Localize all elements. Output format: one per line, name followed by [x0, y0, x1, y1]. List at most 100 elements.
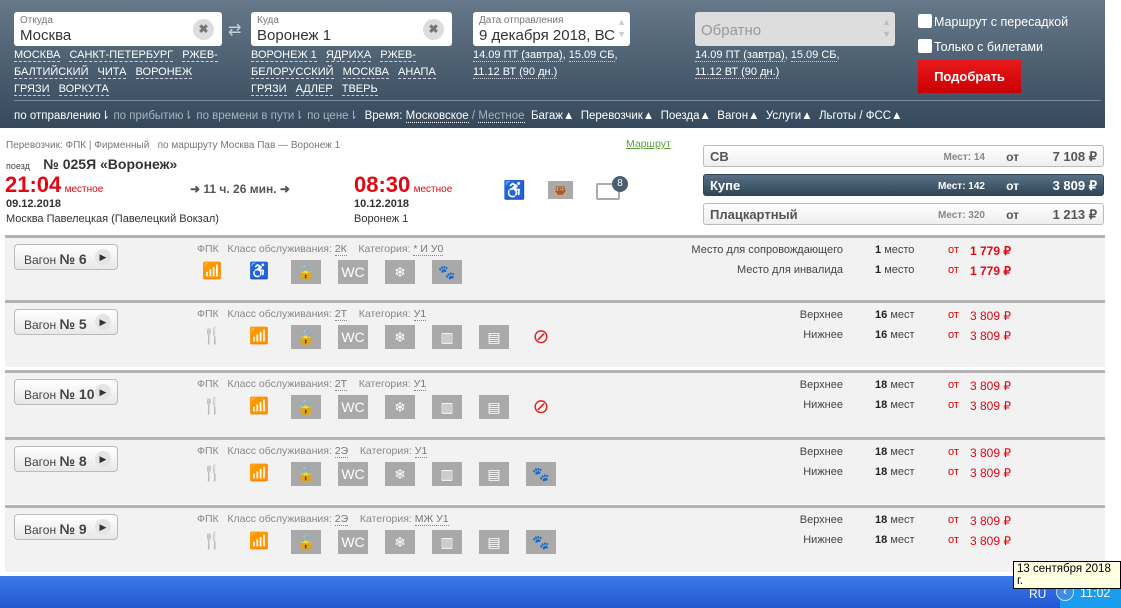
filter-dropdown[interactable]: Льготы / ФСС▲ — [819, 110, 903, 122]
class-price: 3 809 ₽ — [1052, 178, 1097, 193]
quick-date-link[interactable]: 14.09 ПТ (завтра) — [473, 49, 563, 62]
station-suggestion[interactable]: ГРЯЗИ — [14, 83, 50, 96]
sort-icon: ⇂ — [348, 110, 359, 122]
to-value[interactable]: Воронеж 1 — [257, 27, 332, 44]
luggage-badge: 8 — [612, 176, 628, 192]
category[interactable]: У1 — [413, 378, 427, 391]
class-tab[interactable]: СВ Мест: 14 от 7 108 ₽ — [703, 145, 1104, 167]
station-suggestion[interactable]: РЖЕВ-БАЛТИЙСКИЙ — [14, 49, 218, 79]
service-class[interactable]: 2К — [334, 243, 347, 256]
service-class[interactable]: 2Э — [334, 513, 349, 526]
service-class[interactable]: 2Т — [334, 308, 348, 321]
seat-count: 1 — [875, 264, 882, 276]
station-suggestion[interactable]: МОСКВА — [342, 66, 389, 79]
wagon-row: Вагон № 5 ▶ ФПК Класс обслуживания: 2Т Ка… — [5, 300, 1105, 367]
clear-icon[interactable]: ✖ — [423, 19, 444, 40]
station-suggestion[interactable]: ЯДРИХА — [325, 49, 372, 62]
category[interactable]: * И У0 — [413, 243, 444, 256]
quick-date-link[interactable]: 14.09 ПТ (завтра) — [695, 49, 785, 62]
submit-button[interactable]: Подобрать — [918, 60, 1021, 93]
station-suggestion[interactable]: ЧИТА — [97, 66, 127, 79]
wagon-button[interactable]: Вагон № 8 ▶ — [14, 446, 118, 472]
sort-by-duration[interactable]: по времени в пути — [196, 110, 295, 122]
from-label: от — [948, 466, 959, 478]
service-class[interactable]: 2Т — [334, 378, 348, 391]
station-suggestion[interactable]: ВОРКУТА — [58, 83, 109, 96]
return-quick-dates: 14.09 ПТ (завтра), 15.09 СБ, 11.12 ВТ (9… — [695, 47, 875, 81]
quick-date-link[interactable]: 11.12 ВТ (90 дн.) — [695, 66, 780, 79]
class-tab[interactable]: Плацкартный Мест: 320 от 1 213 ₽ — [703, 203, 1104, 225]
class-label: Класс обслуживания: — [227, 378, 332, 390]
sort-by-price[interactable]: по цене — [307, 110, 349, 122]
swap-icon[interactable]: ⇄ — [228, 22, 242, 39]
train-title: поезд № 025Я «Воронеж» — [6, 156, 177, 172]
class-seats: Мест: 14 — [943, 152, 985, 163]
language-indicator[interactable]: RU — [1029, 587, 1047, 601]
food-icon: 🍴 — [202, 328, 222, 345]
filter-dropdown[interactable]: Вагон▲ — [717, 110, 759, 122]
quick-date-link[interactable]: 15.09 СБ — [790, 49, 837, 62]
seat-price: 3 809 ₽ — [970, 379, 1011, 393]
wagon-label: Вагон — [24, 523, 57, 537]
sort-by-arrive[interactable]: по прибытию — [113, 110, 184, 122]
filter-dropdown[interactable]: Багаж▲ — [531, 110, 574, 122]
seat-price: 3 809 ₽ — [970, 399, 1011, 413]
clock[interactable]: 11:02 — [1080, 586, 1111, 600]
clear-icon[interactable]: ✖ — [193, 19, 214, 40]
checkbox[interactable] — [918, 14, 932, 28]
category[interactable]: У1 — [413, 308, 427, 321]
tickets-only-checkbox[interactable]: Только с билетами — [918, 39, 1043, 54]
wagon-button[interactable]: Вагон № 9 ▶ — [14, 514, 118, 540]
quick-date-link[interactable]: 15.09 СБ — [568, 49, 615, 62]
filter-dropdown[interactable]: Услуги▲ — [766, 110, 813, 122]
transfer-checkbox[interactable]: Маршрут с пересадкой — [918, 14, 1068, 29]
station-suggestion[interactable]: РЖЕВ-БЕЛОРУССКИЙ — [251, 49, 416, 79]
station-suggestion[interactable]: ГРЯЗИ — [251, 83, 287, 96]
wagon-button[interactable]: Вагон № 5 ▶ — [14, 309, 118, 335]
wc-icon: WC — [338, 462, 368, 486]
station-suggestion[interactable]: АДЛЕР — [295, 83, 333, 96]
from-label: от — [948, 379, 959, 391]
sort-by-depart[interactable]: по отправлению — [14, 110, 101, 122]
time-moscow[interactable]: Московское — [405, 110, 469, 123]
station-suggestion[interactable]: САНКТ-ПЕТЕРБУРГ — [69, 49, 174, 62]
filter-dropdown[interactable]: Перевозчик▲ — [581, 110, 654, 122]
filter-dropdown[interactable]: Поезда▲ — [661, 110, 711, 122]
arr-date: 10.12.2018 — [354, 198, 410, 210]
to-label: Куда — [257, 15, 279, 26]
category[interactable]: У1 — [414, 445, 428, 458]
station-suggestion[interactable]: ВОРОНЕЖ 1 — [251, 49, 317, 62]
time-local[interactable]: Местное — [478, 110, 525, 123]
depart-value[interactable]: 9 декабря 2018, ВС — [479, 27, 615, 44]
bag-icon: 🔒 — [291, 462, 321, 486]
checkbox[interactable] — [918, 39, 932, 53]
station-suggestion[interactable]: АНАПА — [398, 66, 436, 79]
route-link[interactable]: Маршрут — [626, 138, 671, 150]
spinner-icon[interactable]: ▲ ▼ — [617, 17, 626, 39]
depart-date-field[interactable]: Дата отправления 9 декабря 2018, ВС ▲ ▼ — [473, 12, 630, 46]
category[interactable]: МЖ У1 — [414, 513, 449, 526]
sep: , — [614, 49, 618, 61]
class-tab[interactable]: Купе Мест: 142 от 3 809 ₽ — [703, 174, 1104, 196]
station-suggestion[interactable]: МОСКВА — [14, 49, 61, 62]
wagon-button[interactable]: Вагон № 6 ▶ — [14, 244, 118, 270]
wagon-row: Вагон № 8 ▶ ФПК Класс обслуживания: 2Э Ка… — [5, 437, 1105, 504]
station-suggestion[interactable]: ТВЕРЬ — [341, 83, 378, 96]
station-suggestion[interactable]: ВОРОНЕЖ — [135, 66, 193, 79]
from-label: от — [948, 399, 959, 411]
filter-label: Поезда — [660, 110, 700, 122]
from-field[interactable]: Откуда Москва ✖ — [14, 12, 222, 46]
quick-date-link[interactable]: 11.12 ВТ (90 дн.) — [473, 66, 558, 79]
spinner-icon[interactable]: ▲ ▼ — [882, 17, 891, 39]
return-date-field[interactable]: Обратно ▲ ▼ — [695, 12, 895, 46]
seat-price: 3 809 ₽ — [970, 466, 1011, 480]
wagon-button[interactable]: Вагон № 10 ▶ — [14, 379, 118, 405]
wagon-info: ФПК Класс обслуживания: 2Э Категория: У1 — [197, 445, 428, 458]
to-field[interactable]: Куда Воронеж 1 ✖ — [251, 12, 452, 46]
pet-car-icon: 🐾 — [526, 530, 556, 554]
food-icon: 🍴 — [202, 398, 222, 415]
from-value[interactable]: Москва — [20, 27, 72, 44]
newspaper-icon: ▤ — [479, 462, 509, 486]
food-icon: 🍴 — [202, 533, 222, 550]
service-class[interactable]: 2Э — [334, 445, 349, 458]
